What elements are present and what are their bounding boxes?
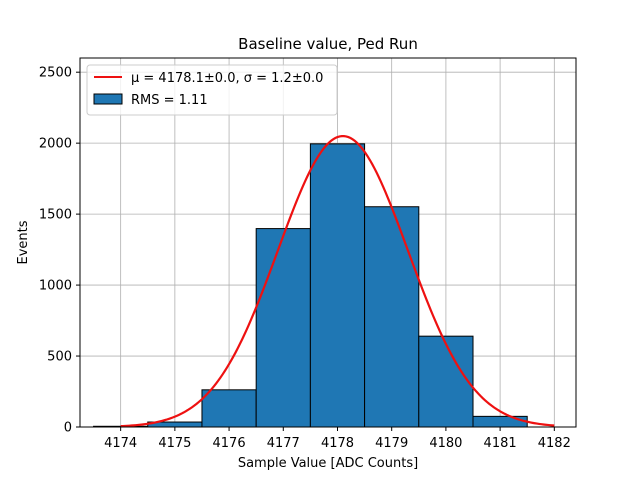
legend-fit-label: μ = 4178.1±0.0, σ = 1.2±0.0 bbox=[131, 71, 323, 86]
histogram-bar bbox=[255, 228, 311, 428]
y-axis-ticks: 0 500 1000 1500 2000 2500 bbox=[39, 66, 80, 436]
histogram-bar bbox=[201, 389, 257, 428]
x-tick-label: 4174 bbox=[104, 436, 137, 451]
x-tick-label: 4179 bbox=[375, 436, 408, 451]
chart-title: Baseline value, Ped Run bbox=[238, 35, 418, 53]
histogram-bar bbox=[309, 143, 366, 428]
x-tick-label: 4181 bbox=[484, 436, 517, 451]
histogram-bar bbox=[472, 415, 528, 428]
y-tick-label: 1000 bbox=[39, 279, 72, 294]
histogram-bar bbox=[418, 335, 474, 428]
histogram-bar bbox=[364, 206, 420, 428]
x-tick-label: 4178 bbox=[321, 436, 354, 451]
y-tick-label: 1500 bbox=[39, 208, 72, 223]
y-tick-label: 2000 bbox=[39, 137, 72, 152]
y-tick-label: 500 bbox=[47, 350, 72, 365]
x-tick-label: 4182 bbox=[538, 436, 571, 451]
y-tick-label: 2500 bbox=[39, 66, 72, 81]
x-axis-label: Sample Value [ADC Counts] bbox=[238, 456, 418, 471]
x-axis-ticks: 4174 4175 4176 4177 4178 4179 4180 4181 4182 bbox=[104, 427, 571, 451]
gaussian-fit-curve bbox=[120, 135, 555, 428]
legend: μ = 4178.1±0.0, σ = 1.2±0.0 RMS = 1.11 bbox=[86, 64, 338, 116]
x-tick-label: 4180 bbox=[429, 436, 462, 451]
legend-box bbox=[86, 64, 338, 116]
x-tick-label: 4176 bbox=[213, 436, 246, 451]
y-tick-label: 0 bbox=[64, 421, 72, 436]
axes-frame bbox=[79, 57, 577, 428]
legend-hist-swatch bbox=[93, 93, 123, 105]
x-tick-label: 4177 bbox=[267, 436, 300, 451]
histogram-bars bbox=[93, 143, 528, 428]
fit-curve-layer bbox=[120, 135, 555, 428]
y-axis-label: Events bbox=[16, 220, 31, 264]
x-tick-label: 4175 bbox=[158, 436, 191, 451]
legend-hist-label: RMS = 1.11 bbox=[131, 93, 208, 108]
